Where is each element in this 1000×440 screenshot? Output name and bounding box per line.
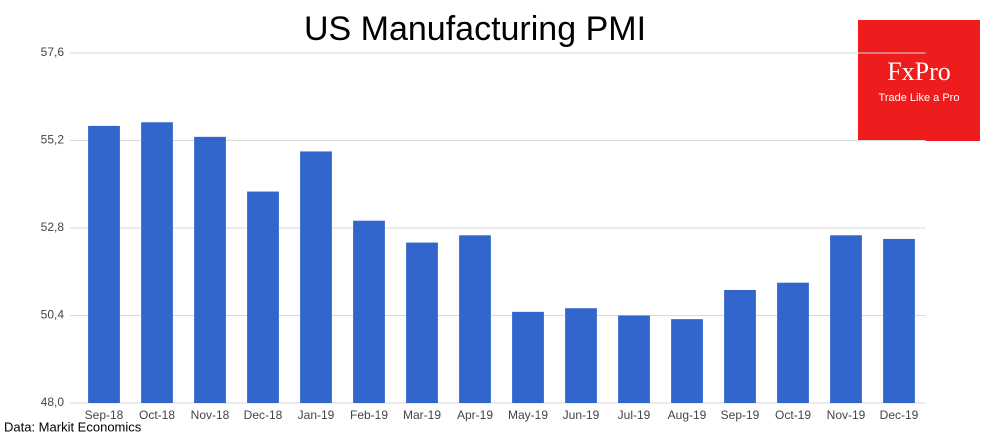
bar (724, 289, 756, 403)
source-note: Data: Markit Economics (4, 419, 142, 434)
bar (459, 235, 491, 403)
bar (300, 151, 332, 403)
x-tick-label: Feb-19 (350, 408, 388, 422)
logo-tagline: Trade Like a Pro (879, 92, 960, 104)
bar (618, 315, 650, 403)
bar (194, 136, 226, 403)
bar (247, 191, 279, 403)
bar (406, 242, 438, 403)
x-tick-label: Oct-18 (139, 408, 175, 422)
x-tick-label: Mar-19 (403, 408, 441, 422)
bar (512, 311, 544, 403)
y-tick-label: 48,0 (41, 395, 65, 409)
bar (353, 220, 385, 403)
y-tick-label: 57,6 (41, 45, 65, 59)
logo-box (858, 20, 980, 141)
bar (830, 235, 862, 403)
bar (88, 125, 120, 404)
y-tick-label: 52,8 (41, 220, 65, 234)
x-tick-label: Oct-19 (775, 408, 811, 422)
x-tick-label: Aug-19 (668, 408, 707, 422)
x-tick-label: Dec-19 (880, 408, 919, 422)
x-tick-label: Dec-18 (244, 408, 283, 422)
x-tick-label: Nov-19 (827, 408, 866, 422)
bar (565, 308, 597, 403)
bar (883, 238, 915, 403)
bar (141, 122, 173, 403)
chart-title: US Manufacturing PMI (304, 10, 646, 48)
logo-brand: FxPro (887, 57, 951, 86)
x-tick-label: Nov-18 (191, 408, 230, 422)
bar (671, 319, 703, 403)
x-tick-label: Apr-19 (457, 408, 493, 422)
x-tick-label: Sep-19 (721, 408, 760, 422)
y-tick-label: 50,4 (41, 308, 65, 322)
x-tick-label: Jul-19 (618, 408, 651, 422)
bar (777, 282, 809, 403)
x-tick-label: Sep-18 (85, 408, 124, 422)
x-tick-label: May-19 (508, 408, 548, 422)
x-tick-label: Jun-19 (563, 408, 600, 422)
x-tick-label: Jan-19 (298, 408, 335, 422)
y-tick-label: 55,2 (41, 133, 65, 147)
